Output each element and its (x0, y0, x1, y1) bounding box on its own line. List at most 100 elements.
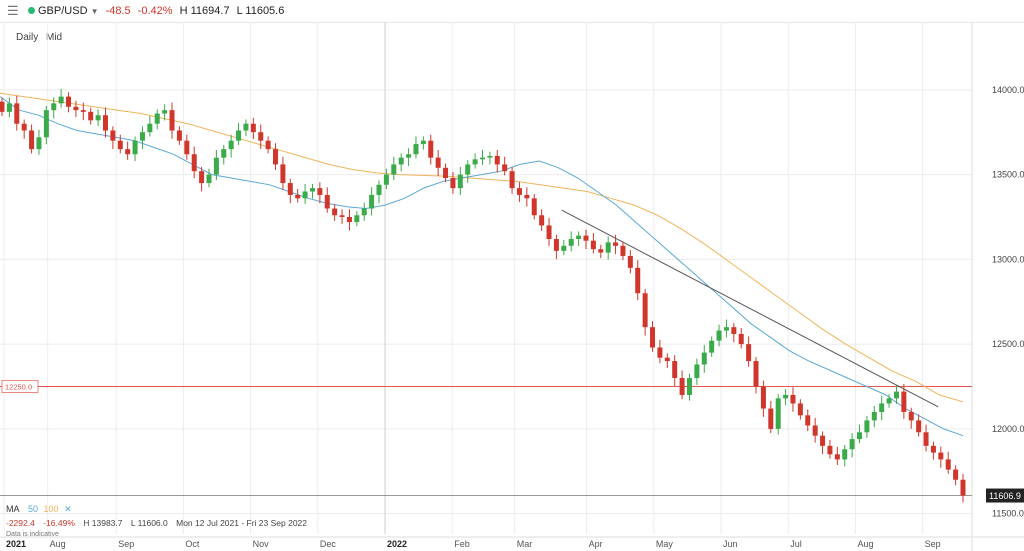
candle-body (213, 157, 219, 175)
range-dates: Mon 12 Jul 2021 - Fri 23 Sep 2022 (176, 518, 308, 528)
x-tick-label: Aug (50, 539, 66, 549)
x-tick-label: Nov (253, 539, 270, 549)
candle-body (864, 420, 870, 433)
candle-body (805, 415, 811, 426)
candle-body (295, 194, 301, 199)
candle-body (236, 130, 242, 141)
candle-body (125, 149, 131, 155)
instrument-selector[interactable]: GBP/USD ▼ -48.5 -0.42% H 11694.7 L 11605… (38, 0, 284, 23)
interval-selector[interactable]: Daily (16, 32, 39, 43)
candle-body (516, 188, 522, 195)
x-tick-label: Oct (185, 539, 200, 549)
candle-body (938, 452, 944, 460)
candle-body (369, 194, 375, 209)
candle-body (583, 235, 589, 241)
candle-body (901, 391, 907, 412)
candle-body (694, 364, 700, 379)
candle-body (960, 479, 966, 496)
candle-body (472, 159, 478, 165)
candle-body (132, 140, 138, 155)
data-indicative-note: Data is indicative (6, 531, 59, 538)
candle-body (80, 110, 86, 112)
candle-body (250, 123, 256, 133)
candle-body (428, 140, 434, 158)
candle-body (945, 459, 951, 470)
y-tick-label: 14000.0 (992, 85, 1024, 95)
last-price-tag (986, 488, 1024, 503)
candle-body (879, 403, 885, 412)
candle-body (598, 249, 604, 253)
candle-body (568, 239, 574, 246)
candle-body (36, 137, 42, 150)
last-price-label: 11606.9 (989, 491, 1021, 501)
candle-body (324, 194, 330, 209)
candle-body (886, 398, 892, 404)
candle-body (154, 113, 160, 124)
close-icon[interactable]: ✕ (64, 504, 72, 514)
candle-body (184, 140, 190, 155)
candle-body (494, 155, 500, 165)
candle-body (383, 174, 389, 185)
candle-body (162, 110, 168, 114)
candle-body (709, 340, 715, 353)
ma-100-line (0, 92, 964, 403)
candle-body (502, 164, 508, 172)
ma-100-label[interactable]: 100 (43, 504, 59, 514)
candle-body (228, 140, 234, 150)
candle-body (102, 115, 108, 131)
x-tick-label: Feb (454, 539, 470, 549)
candle-body (258, 132, 264, 141)
candle-body (332, 208, 338, 216)
candle-body (871, 411, 877, 421)
candle-body (716, 330, 722, 341)
candle-body (346, 216, 352, 223)
x-tick-label: Sep (925, 539, 941, 549)
candle-body (672, 361, 678, 379)
range-low: L 11606.0 (130, 518, 168, 528)
candle-body (679, 378, 685, 395)
candle-body (406, 154, 412, 158)
candle-body (553, 239, 559, 251)
range-stats: -2292.4 -16.49% H 13983.7 L 11606.0 Mon … (6, 518, 313, 528)
candle-body (110, 130, 116, 141)
y-tick-label: 11500.0 (992, 509, 1024, 519)
candle-body (450, 177, 456, 189)
candle-body (265, 140, 271, 150)
candle-body (635, 267, 641, 294)
range-high: H 13983.7 (83, 518, 123, 528)
candle-body (273, 149, 279, 165)
candle-body (768, 408, 774, 429)
hamburger-icon[interactable]: ☰ (7, 3, 19, 18)
candle-body (509, 171, 515, 189)
candle-body (398, 157, 404, 165)
candle-body (176, 130, 182, 141)
price-type-selector[interactable]: Mid (46, 32, 63, 43)
change-percent: -0.42% (137, 5, 173, 17)
chart-toolbar: ☰ GBP/USD ▼ -48.5 -0.42% H 11694.7 L 116… (0, 0, 1024, 23)
candle-body (642, 293, 648, 328)
y-tick-label: 12000.0 (992, 424, 1024, 434)
candle-body (797, 403, 803, 416)
candle-body (701, 352, 707, 365)
candle-body (139, 132, 145, 141)
trendline (561, 209, 939, 408)
candle-body (620, 245, 626, 256)
range-change: -2292.4 (6, 518, 35, 528)
candle-body (51, 103, 57, 111)
candle-body (339, 215, 345, 217)
horizontal-level-tag (1, 380, 39, 393)
candle-body (650, 327, 656, 348)
y-tick-label: 13000.0 (992, 254, 1024, 264)
candle-body (524, 194, 530, 199)
low-value: L 11605.6 (236, 5, 285, 17)
candle-body (280, 164, 286, 184)
caret-down-icon: ▼ (90, 7, 99, 16)
ma-50-label[interactable]: 50 (28, 504, 39, 514)
x-tick-label: Aug (857, 539, 873, 549)
candle-body (199, 171, 205, 184)
candle-body (376, 184, 382, 195)
candle-body (0, 101, 5, 112)
candle-body (842, 449, 848, 460)
candle-body (812, 425, 818, 436)
